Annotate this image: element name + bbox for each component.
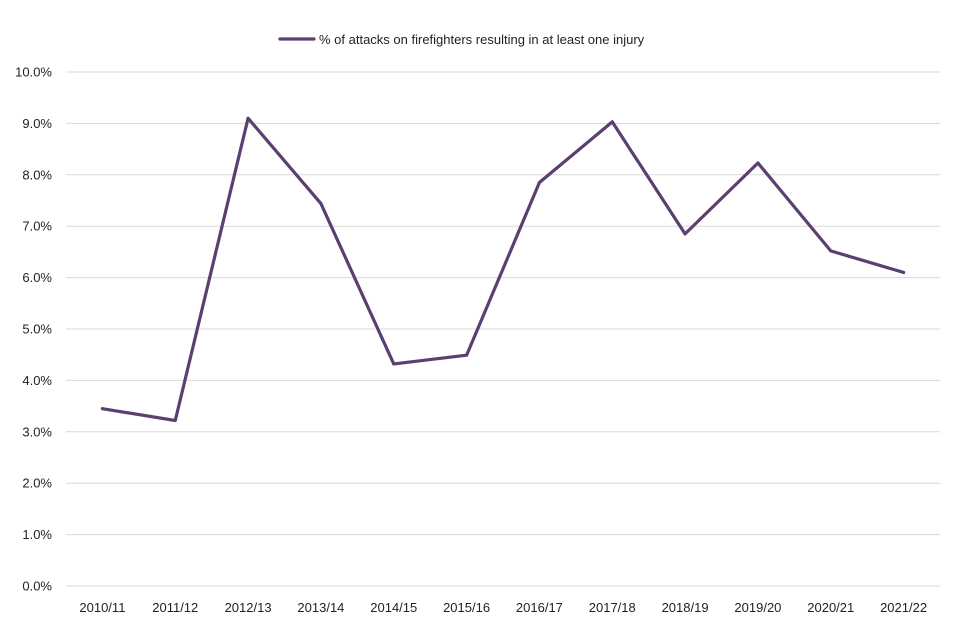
- x-tick-label: 2021/22: [880, 600, 927, 615]
- data-point: [392, 362, 396, 366]
- legend: % of attacks on firefighters resulting i…: [278, 32, 645, 47]
- legend-label: % of attacks on firefighters resulting i…: [319, 32, 645, 47]
- data-point: [246, 116, 250, 120]
- data-point: [829, 249, 833, 253]
- gridlines: [66, 71, 940, 587]
- data-point: [902, 270, 906, 274]
- y-tick-label: 3.0%: [22, 424, 52, 439]
- x-tick-label: 2010/11: [79, 600, 125, 615]
- x-tick-label: 2020/21: [807, 600, 854, 615]
- data-point: [537, 181, 541, 185]
- data-point: [173, 418, 177, 422]
- y-tick-label: 9.0%: [22, 116, 52, 131]
- y-tick-label: 5.0%: [22, 322, 52, 337]
- x-tick-label: 2016/17: [516, 600, 563, 615]
- data-point: [319, 202, 323, 206]
- series-line: [100, 116, 906, 423]
- y-tick-label: 10.0%: [15, 65, 52, 80]
- data-point: [610, 120, 614, 124]
- y-tick-label: 7.0%: [22, 219, 52, 234]
- y-tick-label: 2.0%: [22, 476, 52, 491]
- y-tick-label: 1.0%: [22, 527, 52, 542]
- y-tick-label: 8.0%: [22, 167, 52, 182]
- x-tick-label: 2011/12: [152, 600, 198, 615]
- x-axis: 2010/11 2011/12 2012/13 2013/14 2014/15 2015/…: [79, 600, 927, 615]
- x-tick-label: 2018/19: [662, 600, 709, 615]
- x-tick-label: 2019/20: [734, 600, 781, 615]
- x-tick-label: 2013/14: [297, 600, 344, 615]
- x-tick-label: 2014/15: [370, 600, 417, 615]
- series-group: [100, 116, 906, 423]
- data-point: [683, 232, 687, 236]
- x-tick-label: 2015/16: [443, 600, 490, 615]
- x-tick-label: 2012/13: [225, 600, 272, 615]
- y-tick-label: 6.0%: [22, 270, 52, 285]
- data-point: [756, 161, 760, 165]
- x-tick-label: 2017/18: [589, 600, 636, 615]
- y-tick-label: 0.0%: [22, 579, 52, 594]
- y-axis: 0.0% 1.0% 2.0% 3.0% 4.0% 5.0% 6.0% 7.0% 8.0% 9.0%…: [15, 65, 52, 594]
- data-point: [100, 407, 104, 411]
- y-tick-label: 4.0%: [22, 373, 52, 388]
- data-point: [465, 353, 469, 357]
